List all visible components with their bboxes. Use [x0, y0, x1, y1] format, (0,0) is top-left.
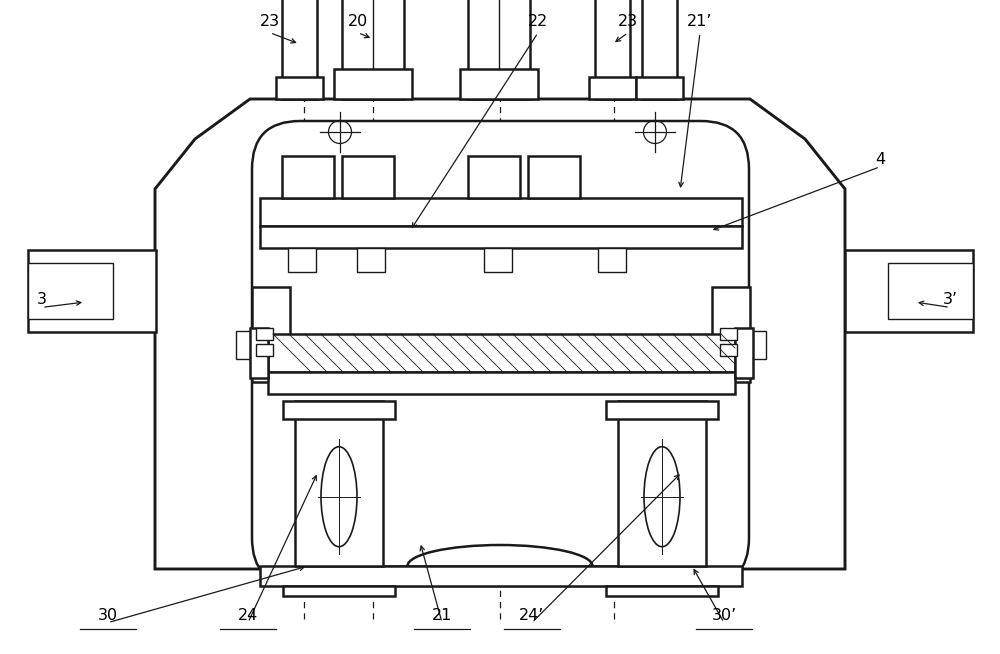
Bar [642, 0, 677, 99]
Bar [460, 69, 538, 99]
Bar [342, 156, 394, 198]
Bar [720, 344, 737, 356]
Bar [735, 328, 753, 378]
FancyBboxPatch shape [252, 121, 749, 586]
Bar [589, 77, 636, 99]
Bar [357, 248, 385, 272]
Bar [334, 69, 412, 99]
Bar [28, 263, 113, 319]
Bar [236, 331, 252, 359]
Text: 22: 22 [528, 14, 548, 29]
Polygon shape [155, 99, 845, 569]
Bar [342, 0, 404, 99]
Bar [484, 248, 512, 272]
Text: 24’: 24’ [519, 608, 545, 623]
Bar [268, 334, 735, 372]
Bar [260, 226, 742, 248]
Bar [606, 586, 718, 596]
Bar [28, 250, 156, 332]
Text: 24: 24 [238, 608, 258, 623]
Text: 23: 23 [618, 14, 638, 29]
Ellipse shape [644, 447, 680, 547]
Bar [283, 401, 395, 419]
Bar [888, 263, 973, 319]
Bar [845, 250, 973, 332]
Text: 21’: 21’ [687, 14, 713, 29]
Bar [750, 331, 766, 359]
Bar [260, 198, 742, 226]
Bar [468, 0, 530, 99]
Text: 4: 4 [875, 152, 885, 167]
Bar [598, 248, 626, 272]
Bar [276, 77, 323, 99]
Text: 20: 20 [348, 14, 368, 29]
Bar [295, 401, 383, 566]
Text: 30’: 30’ [711, 608, 737, 623]
Bar [720, 328, 737, 340]
Bar [528, 156, 580, 198]
Bar [636, 77, 683, 99]
Text: 3: 3 [37, 292, 47, 307]
Bar [595, 0, 630, 99]
Bar [712, 287, 750, 382]
Text: 30: 30 [98, 608, 118, 623]
Bar [256, 328, 273, 340]
Text: 21: 21 [432, 608, 452, 623]
Bar [252, 287, 290, 382]
Bar [260, 566, 742, 586]
Bar [282, 156, 334, 198]
Bar [282, 0, 317, 99]
Bar [268, 372, 735, 394]
Ellipse shape [321, 447, 357, 547]
Text: 23: 23 [260, 14, 280, 29]
Bar [468, 156, 520, 198]
Bar [618, 401, 706, 566]
Text: 3’: 3’ [942, 292, 958, 307]
Bar [256, 344, 273, 356]
Bar [283, 586, 395, 596]
Bar [606, 401, 718, 419]
Bar [288, 248, 316, 272]
Bar [250, 328, 268, 378]
